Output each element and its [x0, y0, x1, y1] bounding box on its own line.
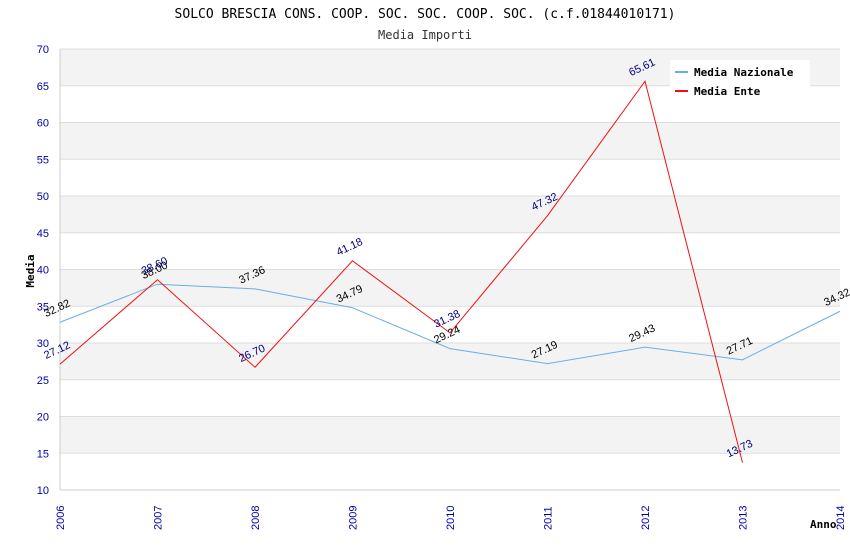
x-axis-ticks: 2006 2007 2008 2009 2010 2011 2012 2013 2014	[55, 506, 847, 530]
y-tick-label: 25	[37, 375, 49, 387]
x-tick-group: 2011	[543, 506, 555, 530]
x-tick-label: 2014	[835, 506, 847, 530]
x-tick-label: 2013	[738, 506, 750, 530]
x-tick-label: 2008	[250, 506, 262, 530]
chart-subtitle: Media Importi	[378, 28, 472, 42]
plot-band	[60, 122, 840, 160]
legend-entry: Media Ente	[694, 85, 761, 98]
y-tick-label: 30	[37, 338, 49, 350]
y-tick-label: 60	[37, 118, 49, 130]
x-tick-group: 2014	[835, 506, 847, 530]
x-tick-group: 2013	[738, 506, 750, 530]
x-tick-group: 2007	[153, 506, 165, 530]
x-tick-label: 2007	[153, 506, 165, 530]
y-tick-label: 70	[37, 44, 49, 56]
y-tick-label: 55	[37, 154, 49, 166]
y-tick-label: 10	[37, 485, 49, 497]
x-tick-group: 2012	[640, 506, 652, 530]
y-tick-label: 35	[37, 301, 49, 313]
y-tick-label: 15	[37, 448, 49, 460]
series-line-media-ente	[59, 80, 743, 463]
y-tick-label: 40	[37, 265, 49, 277]
plot-band	[60, 269, 840, 307]
y-tick-label: 20	[37, 412, 49, 424]
legend-entry: Media Nazionale	[694, 66, 794, 79]
plot-band	[60, 196, 840, 233]
y-axis-ticks: 10 15 20 25 30 35 40 45 50 55 60 65 70	[37, 44, 49, 497]
plot-band	[60, 159, 840, 196]
legend-box	[670, 60, 810, 102]
y-tick-label: 50	[37, 191, 49, 203]
y-axis-label: Media	[24, 254, 37, 287]
plot-band	[60, 453, 840, 490]
series-lines	[59, 80, 841, 463]
y-tick-label: 65	[37, 81, 49, 93]
legend: Media Nazionale Media Ente	[670, 60, 810, 102]
chart-title: SOLCO BRESCIA CONS. COOP. SOC. SOC. COOP…	[175, 7, 676, 22]
x-tick-label: 2011	[543, 506, 555, 530]
plot-band	[60, 379, 840, 417]
x-tick-group: 2009	[348, 506, 360, 530]
x-axis-label: Anno	[810, 518, 837, 531]
x-tick-group: 2006	[55, 506, 67, 530]
axes	[59, 49, 840, 491]
x-tick-group: 2010	[445, 506, 457, 530]
x-tick-group: 2008	[250, 506, 262, 530]
plot-band	[60, 416, 840, 454]
x-tick-label: 2006	[55, 506, 67, 530]
x-tick-label: 2010	[445, 506, 457, 530]
plot-band	[60, 232, 840, 270]
plot-background	[60, 49, 840, 490]
plot-band	[60, 343, 840, 380]
x-tick-label: 2012	[640, 506, 652, 530]
y-tick-label: 45	[37, 228, 49, 240]
x-tick-label: 2009	[348, 506, 360, 530]
series-line-media-nazionale	[59, 283, 841, 365]
